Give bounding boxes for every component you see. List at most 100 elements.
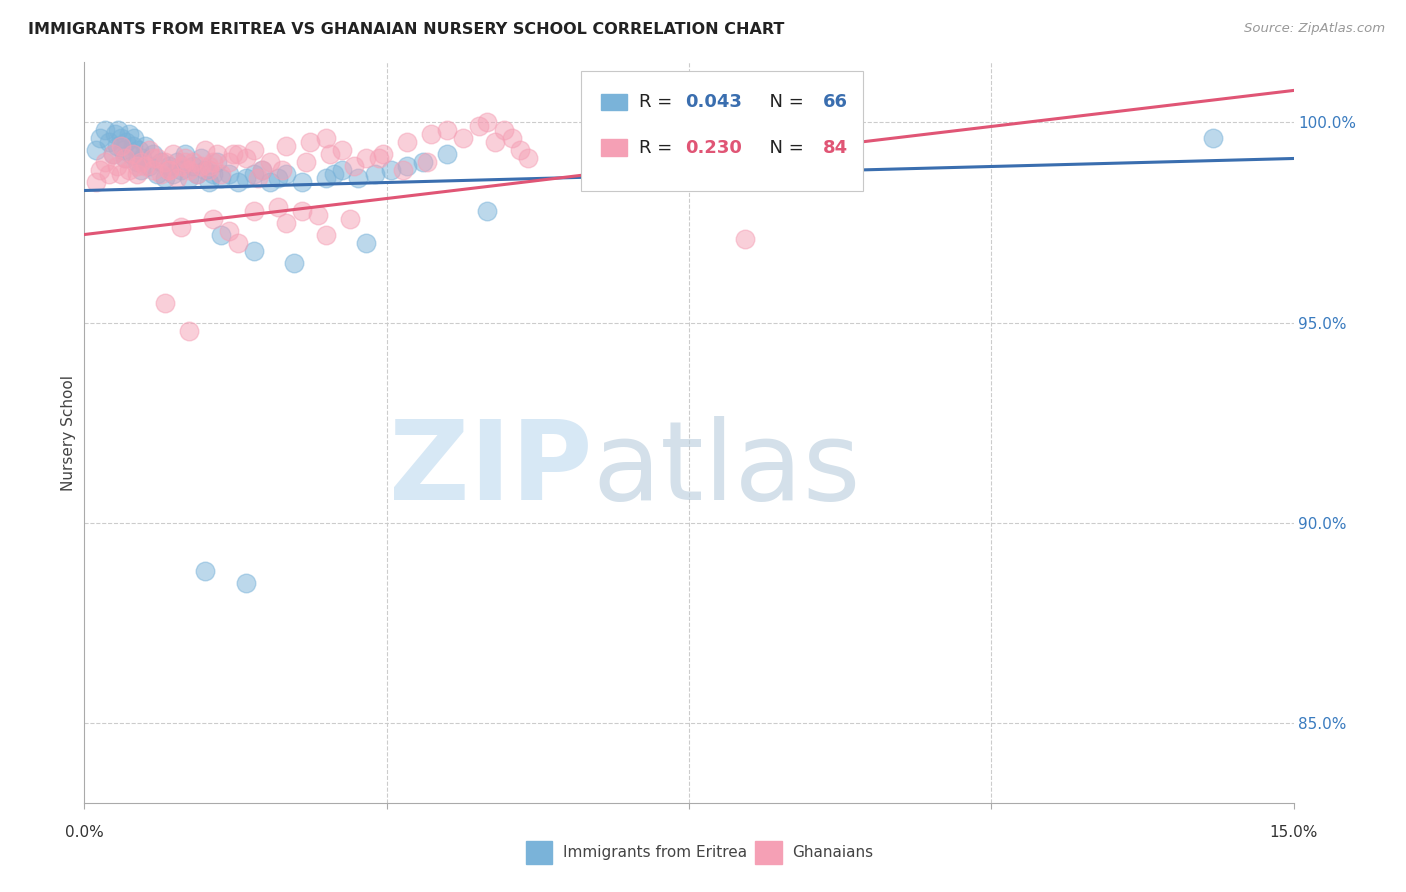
Point (104, 128, 127, 142)
Point (295, 155, 318, 169)
Point (218, 223, 240, 237)
Point (501, 131, 523, 145)
Point (246, 171, 269, 186)
Text: ZIP: ZIP (389, 417, 592, 523)
Point (484, 136, 506, 150)
Point (179, 171, 201, 186)
Point (194, 163, 217, 178)
Point (267, 200, 290, 214)
Point (170, 160, 193, 174)
Point (339, 211, 361, 226)
Point (202, 168, 225, 182)
Point (347, 171, 370, 186)
Point (110, 168, 132, 182)
Point (226, 235, 249, 250)
Point (235, 171, 257, 186)
Point (343, 160, 366, 174)
Point (157, 160, 180, 174)
Point (179, 163, 201, 178)
Text: Source: ZipAtlas.com: Source: ZipAtlas.com (1244, 22, 1385, 36)
Text: R =: R = (640, 93, 678, 111)
Point (209, 168, 232, 182)
Point (477, 203, 499, 218)
Point (121, 147, 143, 161)
Point (492, 123, 515, 137)
Point (330, 144, 353, 158)
Point (166, 155, 188, 169)
Text: 84: 84 (823, 138, 848, 157)
Point (93, 155, 115, 169)
Y-axis label: Nursery School: Nursery School (60, 375, 76, 491)
Point (250, 163, 273, 178)
Point (198, 160, 221, 174)
Point (283, 255, 305, 269)
Point (330, 163, 353, 178)
Point (380, 163, 402, 178)
Text: N =: N = (758, 138, 810, 157)
Point (125, 160, 148, 174)
Point (242, 168, 264, 182)
Point (1202, 131, 1225, 145)
Point (235, 575, 257, 590)
Point (134, 139, 156, 153)
Point (170, 219, 193, 234)
Point (181, 155, 204, 169)
Point (149, 155, 172, 169)
Point (153, 155, 176, 169)
Point (395, 160, 418, 174)
Point (190, 160, 212, 174)
Point (89, 163, 111, 178)
Point (146, 168, 169, 182)
Point (363, 168, 385, 182)
Point (202, 155, 225, 169)
FancyBboxPatch shape (581, 70, 863, 191)
Point (436, 123, 458, 137)
Point (190, 152, 212, 166)
Point (110, 131, 132, 145)
Point (395, 136, 418, 150)
Point (242, 203, 264, 218)
Point (420, 128, 443, 142)
Point (274, 168, 297, 182)
Point (129, 163, 152, 178)
Point (114, 152, 136, 166)
Point (198, 176, 221, 190)
Point (207, 155, 229, 169)
Point (412, 155, 434, 169)
Text: 66: 66 (823, 93, 848, 111)
Point (207, 147, 229, 161)
Point (218, 168, 240, 182)
Point (315, 227, 337, 242)
Point (134, 160, 156, 174)
Point (356, 235, 378, 250)
Point (202, 211, 225, 226)
Point (101, 147, 124, 161)
Point (367, 152, 389, 166)
Point (436, 147, 458, 161)
Point (259, 155, 281, 169)
Point (153, 171, 176, 186)
Point (107, 123, 129, 137)
Point (186, 168, 208, 182)
Point (86, 176, 108, 190)
Point (174, 155, 197, 169)
Point (174, 152, 197, 166)
Point (734, 231, 756, 245)
Point (194, 564, 217, 578)
Point (179, 324, 201, 338)
Point (142, 147, 165, 161)
Point (115, 136, 138, 150)
Point (97, 136, 120, 150)
Point (242, 244, 264, 258)
Point (149, 168, 172, 182)
Point (226, 147, 249, 161)
Point (124, 131, 146, 145)
Point (319, 147, 342, 161)
Text: 0.230: 0.230 (685, 138, 742, 157)
Point (97, 168, 120, 182)
Point (138, 160, 160, 174)
Point (242, 144, 264, 158)
Point (516, 152, 538, 166)
FancyBboxPatch shape (600, 94, 627, 110)
FancyBboxPatch shape (600, 139, 627, 156)
